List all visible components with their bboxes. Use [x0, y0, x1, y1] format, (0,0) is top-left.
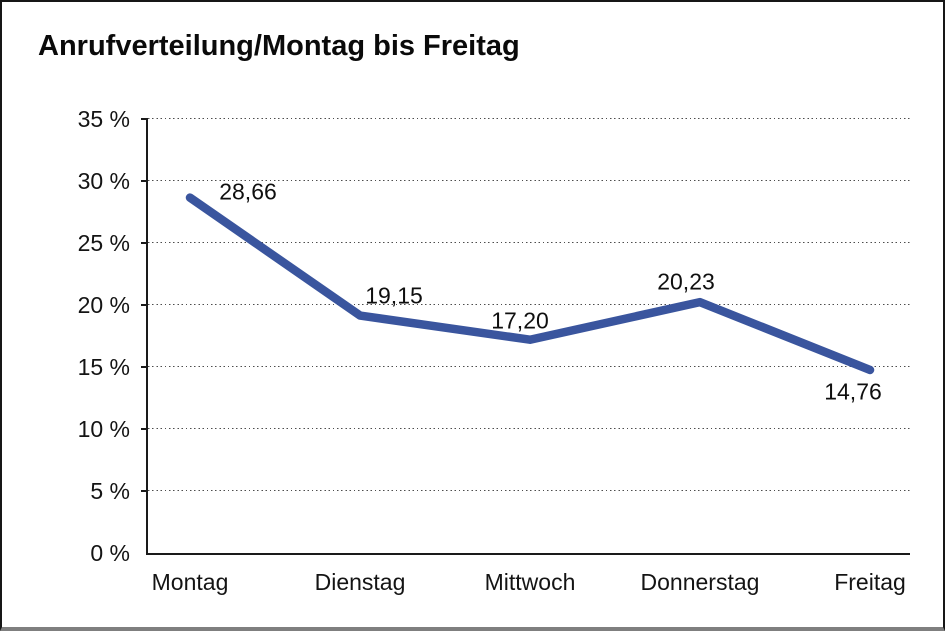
- gridline-20: [148, 304, 910, 306]
- x-axis-label-dienstag: Dienstag: [314, 569, 406, 595]
- chart-title: Anrufverteilung/Montag bis Freitag: [38, 30, 520, 62]
- y-axis-tick-10: [141, 428, 148, 430]
- y-axis-tick-5: [141, 490, 148, 492]
- y-tick-label-0: 0 %: [90, 540, 130, 566]
- gridline-10: [148, 428, 910, 430]
- y-axis-tick-20: [141, 304, 148, 306]
- y-axis-tick-35: [141, 118, 148, 120]
- gridline-25: [148, 242, 910, 244]
- data-point-label-montag: 28,66: [219, 178, 277, 205]
- x-axis-label-montag: Montag: [151, 569, 229, 595]
- y-tick-label-35: 35 %: [77, 106, 130, 132]
- data-line: [185, 193, 875, 375]
- data-point-label-mittwoch: 17,20: [491, 307, 549, 334]
- data-point-label-donnerstag: 20,23: [657, 268, 715, 295]
- x-axis-label-freitag: Freitag: [834, 569, 906, 595]
- x-axis-label-mittwoch: Mittwoch: [484, 569, 576, 595]
- y-axis-tick-15: [141, 366, 148, 368]
- data-line-layer: [185, 193, 875, 375]
- gridline-15: [148, 366, 910, 368]
- y-tick-label-15: 15 %: [77, 354, 130, 380]
- plot-area: [141, 118, 910, 555]
- gridline-30: [148, 180, 910, 182]
- y-tick-label-30: 30 %: [77, 168, 130, 194]
- y-tick-label-25: 25 %: [77, 230, 130, 256]
- gridline-5: [148, 490, 910, 492]
- y-tick-label-10: 10 %: [77, 416, 130, 442]
- gridline-35: [148, 118, 910, 120]
- data-point-label-freitag: 14,76: [824, 378, 882, 405]
- y-tick-label-20: 20 %: [77, 292, 130, 318]
- y-axis-tick-25: [141, 242, 148, 244]
- y-axis-tick-30: [141, 180, 148, 182]
- data-point-label-dienstag: 19,15: [365, 282, 423, 309]
- y-tick-label-5: 5 %: [90, 478, 130, 504]
- x-axis-label-donnerstag: Donnerstag: [640, 569, 760, 595]
